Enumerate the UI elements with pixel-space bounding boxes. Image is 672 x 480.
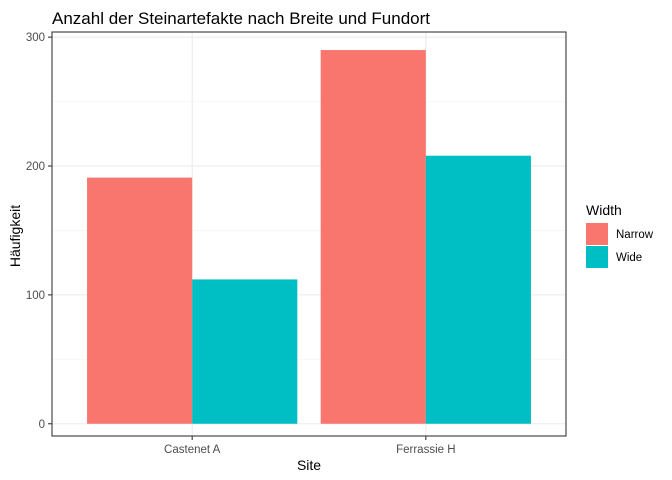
panel-border [51, 31, 567, 437]
bar-wide-1 [192, 279, 298, 424]
y-tick-label: 300 [26, 32, 45, 44]
x-axis-title: Site [297, 457, 321, 473]
y-tick-label: 100 [26, 290, 45, 302]
y-tick-label: 0 [39, 419, 45, 431]
bar-narrow-1 [87, 177, 193, 424]
bars [87, 50, 531, 424]
x-tick-label: Castenet A [164, 444, 221, 456]
bar-wide-2 [425, 155, 531, 424]
y-axis: 0 100 200 300 [26, 32, 52, 431]
legend-label-narrow: Narrow [616, 229, 654, 241]
legend: Width Narrow Wide [586, 202, 654, 268]
plot-panel [51, 31, 567, 437]
x-tick-label: Ferrassie H [396, 444, 455, 456]
y-tick-label: 200 [26, 161, 45, 173]
legend-items: Narrow Wide [586, 223, 654, 268]
y-axis-title: Häufigkeit [7, 205, 23, 267]
bar-narrow-2 [320, 50, 426, 424]
x-axis: Castenet A Ferrassie H [164, 436, 456, 456]
legend-key-narrow [586, 223, 608, 245]
legend-label-wide: Wide [616, 252, 642, 264]
legend-key-wide [586, 246, 608, 268]
chart-title: Anzahl der Steinartefakte nach Breite un… [52, 9, 430, 28]
legend-title: Width [586, 202, 622, 218]
